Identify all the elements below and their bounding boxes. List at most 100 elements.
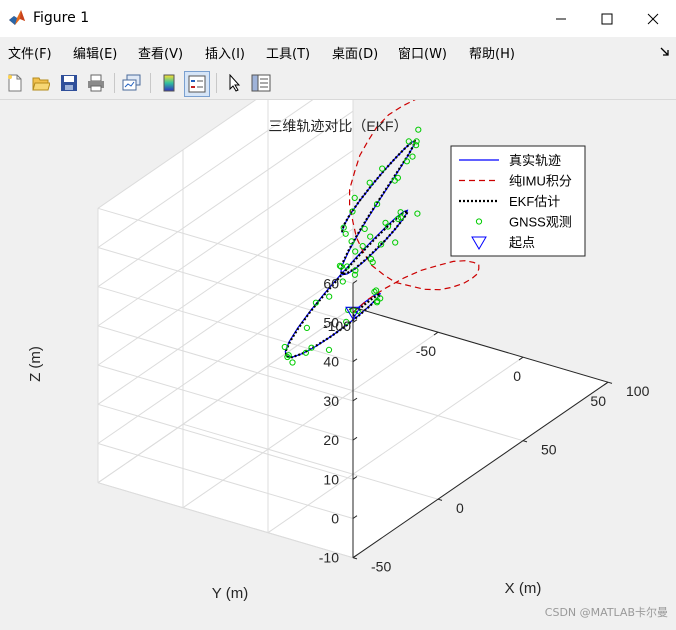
menu-desktop[interactable]: 桌面(D) [332,47,379,62]
legend-swatch [475,218,483,225]
open-file-button[interactable] [29,71,53,95]
gnss-point [326,293,333,300]
pointer-icon [229,74,241,92]
gnss-point [369,259,376,266]
y-axis-line [352,306,609,383]
z-axis-label: Z (m) [27,346,44,382]
gnss-point [281,343,288,351]
maximize-button[interactable] [584,0,630,37]
grid-line [97,207,354,284]
gnss-point [374,201,381,208]
link-plot-button[interactable] [120,71,144,95]
dock-arrow-icon[interactable] [660,46,670,56]
insert-legend-icon [188,75,206,93]
grid-line [97,443,354,519]
legend-label: 真实轨迹 [509,153,561,168]
z-tick-label: 60 [323,275,339,291]
grid-line [97,403,354,480]
menu-edit[interactable]: 编辑(E) [73,47,118,62]
grid-line [97,306,354,484]
toolbar-separator [216,73,217,93]
gnss-point [336,262,343,269]
open-file-icon [32,77,50,91]
toolbar-separator [114,73,115,93]
insert-colorbar-button[interactable] [157,71,181,95]
z-tick-label: 50 [323,315,339,331]
grid-line [182,423,439,500]
new-figure-icon [8,74,22,92]
new-figure-button[interactable] [3,71,27,95]
chart-title: 三维轨迹对比（EKF） [268,118,407,134]
figure-toolbar [0,67,676,100]
y-axis-label: Y (m) [212,585,248,602]
grid-line [97,189,354,366]
gnss-point [397,214,404,221]
window-titlebar: Figure 1 [0,0,676,37]
menu-help[interactable]: 帮助(H) [469,47,515,62]
property-inspector-button[interactable] [249,71,273,95]
x-tick [352,557,358,560]
gnss-point [342,230,349,237]
gnss-point [339,278,346,285]
matlab-logo-icon [9,10,25,25]
insert-legend-button[interactable] [184,71,210,97]
y-tick-label: -50 [416,343,436,359]
insert-colorbar-icon [163,74,175,92]
gnss-point [312,299,319,306]
watermark: CSDN @MATLAB卡尔曼 [544,606,668,619]
gnss-point [405,138,412,145]
z-tick [352,280,358,284]
y-tick [433,331,439,336]
gnss-point [382,219,389,226]
pointer-button[interactable] [223,71,247,95]
minimize-icon [556,18,566,19]
property-inspector-icon [251,74,271,92]
z-tick [352,358,358,363]
z-tick-label: 0 [331,511,339,527]
gnss-point [302,349,309,356]
grid-line [267,356,524,534]
gnss-point [414,210,421,217]
menu-insert[interactable]: 插入(I) [205,47,245,62]
legend-swatch [471,236,487,250]
grid-line [267,365,524,442]
figure-canvas[interactable]: -50 0 50 100 50 0 -50 -100 -10 0 10 20 30 40 50 60 三维轨迹… [0,32,676,626]
gnss-point [379,165,386,172]
save-button[interactable] [57,71,81,95]
x-axis-label: X (m) [505,580,542,597]
y-tick [603,381,609,386]
z-tick-label: 40 [323,354,339,370]
gnss-point [343,318,350,325]
z-tick [352,436,358,441]
close-button[interactable] [630,0,676,37]
y-tick-label: 50 [590,393,606,409]
legend-label: 起点 [509,235,535,250]
grid-line [97,71,354,248]
z-tick-label: 20 [323,432,339,448]
maximize-icon [601,13,613,24]
print-button[interactable] [84,71,108,95]
menu-file[interactable]: 文件(F) [8,47,52,62]
grid-line [97,149,354,327]
gnss-point [378,241,385,248]
gnss-point [374,297,381,305]
gnss-point [351,194,358,202]
gnss-point [394,215,402,223]
gnss-point [289,359,296,366]
minimize-button[interactable] [538,0,584,37]
gnss-point [366,179,373,186]
gnss-point [384,223,392,230]
print-icon [88,74,104,92]
menu-view[interactable]: 查看(V) [138,47,184,62]
y-tick [518,356,524,361]
gnss-point [367,233,374,240]
gnss-point [373,287,380,294]
menu-tools[interactable]: 工具(T) [266,47,311,62]
x-tick-label: 0 [456,500,464,516]
gnss-point [371,288,378,295]
gnss-point [338,263,345,270]
legend-label: EKF估计 [509,194,560,209]
menu-window[interactable]: 窗口(W) [398,47,447,62]
menu-bar: 文件(F) 编辑(E) 查看(V) 插入(I) 工具(T) 桌面(D) 窗口(W… [0,37,676,68]
